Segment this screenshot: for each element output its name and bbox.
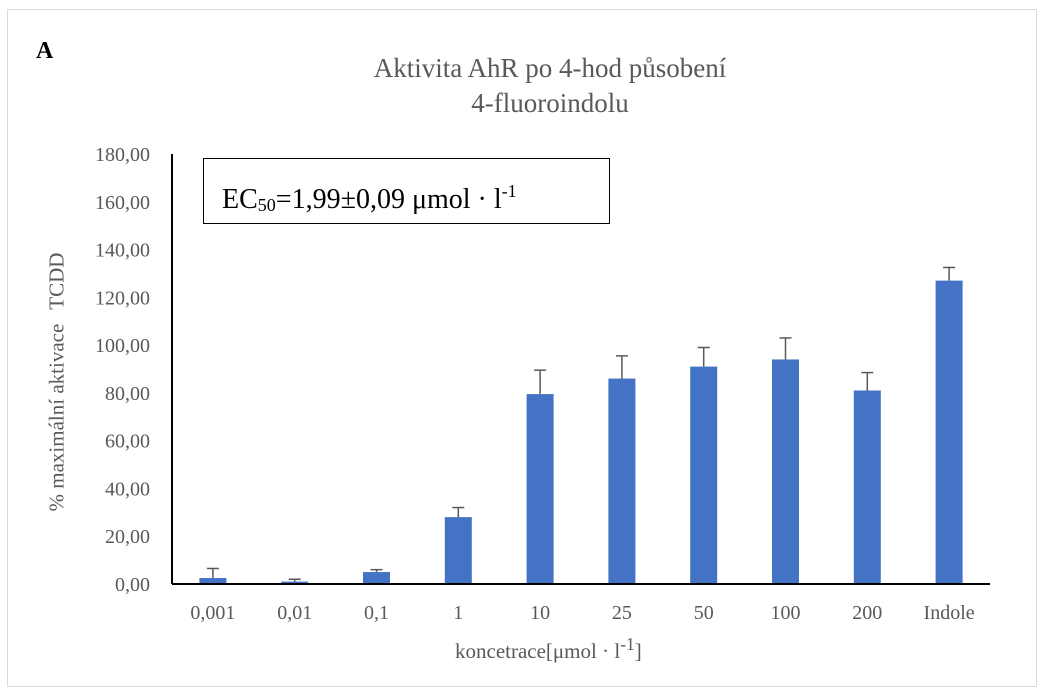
chart-title-line2: 4-fluoroindolu (471, 88, 629, 118)
x-tick-label: 1 (453, 602, 463, 624)
y-tick-label: 140,00 (95, 240, 150, 262)
x-tick-label: 25 (612, 602, 632, 624)
y-tick-label: 160,00 (95, 192, 150, 214)
y-tick-label: 0,00 (115, 574, 150, 596)
y-axis-label: % maximální aktivaceTCDD (44, 252, 69, 512)
bar (281, 581, 309, 584)
bar (690, 366, 718, 584)
chart-title-line1: Aktivita AhR po 4-hod působení (373, 53, 727, 83)
bar (772, 359, 799, 584)
y-tick-label: 120,00 (95, 287, 150, 309)
y-tick-label: 180,00 (95, 144, 150, 166)
x-axis-label: koncetrace[μmol · l-1] (455, 634, 642, 663)
y-tick-label: 100,00 (95, 335, 150, 357)
x-tick-label: 0,01 (277, 602, 312, 624)
y-tick-label: 20,00 (105, 526, 150, 548)
bar (444, 517, 472, 584)
bar (853, 390, 881, 584)
y-tick-label: 60,00 (105, 431, 150, 453)
ec50-annotation: EC50=1,99±0,09 μmol · l-1 (203, 158, 610, 224)
x-tick-label: 100 (771, 602, 801, 624)
bar (935, 280, 963, 584)
x-tick-label: 50 (694, 602, 714, 624)
y-tick-label: 80,00 (105, 383, 150, 405)
x-tick-label: 10 (530, 602, 550, 624)
bar (199, 578, 227, 584)
x-tick-label: 0,1 (364, 602, 389, 624)
bar (363, 572, 390, 584)
x-tick-label: Indole (924, 602, 975, 624)
x-tick-label: 200 (852, 602, 882, 624)
bar (526, 394, 554, 584)
bar (608, 378, 636, 584)
panel-label: A (36, 38, 54, 64)
x-tick-label: 0,001 (190, 602, 235, 624)
y-tick-label: 40,00 (105, 478, 150, 500)
